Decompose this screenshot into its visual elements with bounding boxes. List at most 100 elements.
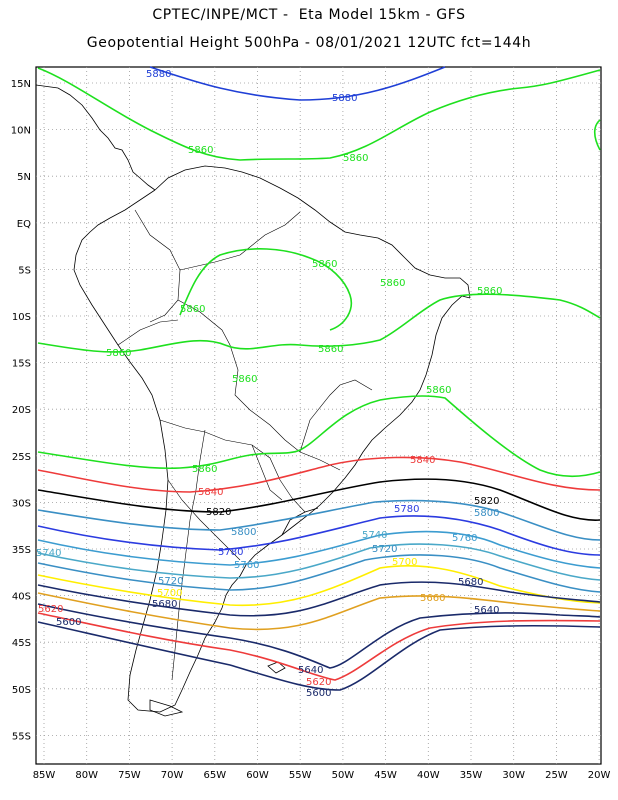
lon-tick-label: 50W bbox=[332, 770, 355, 781]
contour-5800 bbox=[37, 499, 601, 541]
falklands bbox=[267, 661, 286, 674]
lat-tick-label: 35S bbox=[12, 545, 31, 556]
contour-lines bbox=[37, 66, 601, 691]
lat-tick-label: 10S bbox=[12, 312, 31, 323]
lat-tick-label: 5S bbox=[18, 265, 31, 276]
contour-label-5840-a: 5840 bbox=[410, 455, 435, 466]
contour-label-5860-d: 5860 bbox=[380, 278, 405, 289]
contour-5680 bbox=[37, 581, 601, 617]
lon-tick-label: 75W bbox=[118, 770, 141, 781]
lat-tick-label: 45S bbox=[12, 638, 31, 649]
lon-tick-label: 45W bbox=[374, 770, 397, 781]
lon-tick-label: 30W bbox=[502, 770, 525, 781]
graticule bbox=[36, 67, 601, 764]
rio-de-la-plata bbox=[281, 507, 319, 536]
lat-tick-label: 10N bbox=[11, 126, 31, 137]
contour-label-5840-b: 5840 bbox=[198, 487, 223, 498]
contour-label-5620-b: 5620 bbox=[306, 677, 331, 688]
tierra-del-fuego bbox=[149, 699, 184, 717]
contour-label-5860-e: 5860 bbox=[477, 286, 502, 297]
south-america-coast bbox=[73, 189, 471, 713]
contour-label-5860-g: 5860 bbox=[106, 348, 131, 359]
country-borders bbox=[117, 209, 373, 681]
contour-label-5760-a: 5760 bbox=[452, 533, 477, 544]
contour-label-5640-a: 5640 bbox=[474, 605, 499, 616]
contour-label-5680-a: 5680 bbox=[458, 577, 483, 588]
contour-label-group: 5880 5880 5860 5860 5860 5860 5860 5860 … bbox=[36, 69, 502, 699]
lat-tick-label: 15S bbox=[12, 359, 31, 370]
contour-label-5820-b: 5820 bbox=[206, 507, 231, 518]
contour-label-5700-b: 5700 bbox=[157, 588, 182, 599]
lat-tick-label: 50S bbox=[12, 685, 31, 696]
contour-label-5860-b: 5860 bbox=[343, 153, 368, 164]
contour-5780 bbox=[37, 515, 601, 556]
lat-tick-label: 20S bbox=[12, 405, 31, 416]
contour-label-5880-b: 5880 bbox=[332, 93, 357, 104]
lon-tick-label: 25W bbox=[545, 770, 568, 781]
lon-tick-label: 85W bbox=[33, 770, 56, 781]
chart-subtitle: Geopotential Height 500hPa - 08/01/2021 … bbox=[86, 35, 532, 51]
lon-tick-label: 65W bbox=[203, 770, 226, 781]
lat-tick-label: 40S bbox=[12, 592, 31, 603]
lon-tick-label: 70W bbox=[161, 770, 184, 781]
contour-5860-amazon bbox=[179, 248, 352, 331]
contour-5620 bbox=[37, 612, 601, 681]
contour-5640 bbox=[37, 603, 601, 669]
contour-label-5720-b: 5720 bbox=[158, 576, 183, 587]
contour-label-5780-b: 5780 bbox=[218, 547, 243, 558]
contour-5600 bbox=[37, 621, 601, 691]
lon-tick-label: 20W bbox=[588, 770, 611, 781]
contour-label-5600-b: 5600 bbox=[306, 688, 331, 699]
contour-label-5660: 5660 bbox=[420, 593, 445, 604]
central-america-coast bbox=[35, 84, 156, 191]
contour-label-5860-a: 5860 bbox=[188, 145, 213, 156]
contour-label-5860-f: 5860 bbox=[180, 304, 205, 315]
lat-tick-label: EQ bbox=[17, 219, 31, 230]
chart-title: CPTEC/INPE/MCT - Eta Model 15km - GFS bbox=[152, 7, 466, 23]
longitude-labels: 85W 80W 75W 70W 65W 60W 55W 50W 45W 40W 35W 30W 25W 2… bbox=[33, 770, 611, 781]
contour-label-5860-c: 5860 bbox=[312, 259, 337, 270]
map-frame bbox=[35, 66, 602, 765]
contour-5880 bbox=[149, 66, 446, 101]
contour-label-5600-a: 5600 bbox=[56, 617, 81, 628]
contour-5860-middle bbox=[37, 293, 601, 353]
coastlines bbox=[35, 84, 471, 717]
contour-label-5740-b: 5740 bbox=[36, 548, 61, 559]
lon-tick-label: 80W bbox=[75, 770, 98, 781]
contour-label-5800-b: 5800 bbox=[231, 527, 256, 538]
lat-tick-label: 55S bbox=[12, 731, 31, 742]
contour-5700 bbox=[37, 564, 601, 607]
contour-5720 bbox=[37, 554, 601, 593]
contour-label-5760-b: 5760 bbox=[234, 560, 259, 571]
contour-5760 bbox=[37, 530, 601, 569]
contour-label-5640-b: 5640 bbox=[298, 665, 323, 676]
contour-label-5680-b: 5680 bbox=[152, 599, 177, 610]
caribbean-coast bbox=[154, 165, 471, 299]
contour-label-5720-a: 5720 bbox=[372, 544, 397, 555]
lon-tick-label: 40W bbox=[417, 770, 440, 781]
contour-label-5860-h: 5860 bbox=[318, 344, 343, 355]
lon-tick-label: 60W bbox=[246, 770, 269, 781]
contour-5740 bbox=[37, 543, 601, 581]
contour-5860-east bbox=[593, 119, 601, 151]
contour-label-5800-a: 5800 bbox=[474, 508, 499, 519]
contour-label-5860-k: 5860 bbox=[192, 464, 217, 475]
contour-label-5820-a: 5820 bbox=[474, 496, 499, 507]
contour-label-5700-a: 5700 bbox=[392, 557, 417, 568]
contour-5860-north bbox=[37, 67, 601, 161]
contour-label-5740-a: 5740 bbox=[362, 530, 387, 541]
contour-5860-south bbox=[37, 395, 601, 478]
lon-tick-label: 55W bbox=[289, 770, 312, 781]
contour-5840 bbox=[37, 456, 601, 493]
contour-label-5860-j: 5860 bbox=[426, 385, 451, 396]
lat-tick-label: 30S bbox=[12, 498, 31, 509]
latitude-labels: 15N 10N 5N EQ 5S 10S 15S 20S 25S 30S 35S 40S 45S 50S 5… bbox=[11, 79, 31, 742]
contour-label-5860-i: 5860 bbox=[232, 374, 257, 385]
contour-label-5880-a: 5880 bbox=[146, 69, 171, 80]
lon-tick-label: 35W bbox=[460, 770, 483, 781]
contour-5820 bbox=[37, 478, 601, 521]
contour-5660 bbox=[37, 592, 601, 631]
lat-tick-label: 15N bbox=[11, 79, 31, 90]
lat-tick-label: 5N bbox=[17, 172, 31, 183]
